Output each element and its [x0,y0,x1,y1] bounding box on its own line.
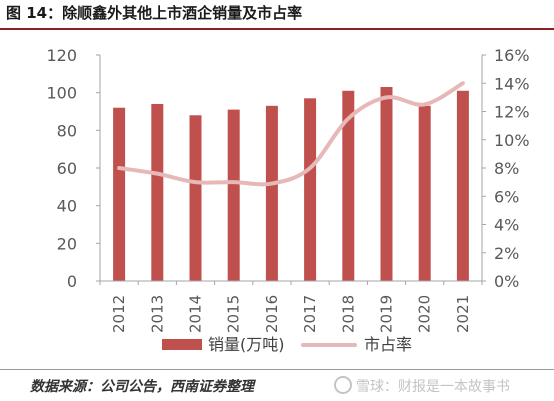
x-tick-label: 2015 [225,295,243,333]
x-tick-label: 2019 [378,295,396,333]
watermark: 雪球：财报是一本故事书 [334,376,510,396]
y-right-tick-label: 14% [494,74,530,93]
x-tick-label: 2017 [301,295,319,333]
y-left-tick-label: 60 [57,159,77,178]
bar-sales-2016 [265,105,278,281]
y-right-tick-label: 4% [494,216,519,235]
y-right-tick-label: 2% [494,244,519,263]
bar-sales-2019 [380,87,393,282]
bar-sales-2017 [304,98,317,281]
x-tick-label: 2014 [187,295,205,333]
y-right-tick-label: 8% [494,159,519,178]
figure-title: 图 14：除顺鑫外其他上市酒企销量及市占率 [6,4,303,22]
x-tick-label: 2016 [263,295,281,333]
y-right-tick-label: 0% [494,272,519,291]
bar-sales-2018 [342,90,355,282]
legend-swatch-sales [162,339,202,350]
source-divider [0,369,554,370]
y-right-tick-label: 16% [494,46,530,65]
y-left-tick-label: 40 [57,197,77,216]
data-source-note: 数据来源：公司公告，西南证券整理 [30,379,254,395]
bars-layer [113,87,469,282]
bar-sales-2021 [456,90,469,282]
title-divider [0,28,554,30]
y-left-tick-label: 100 [46,84,77,103]
y-left-tick-label: 0 [67,272,77,291]
y-right-tick-label: 12% [494,103,530,122]
legend-label-sales: 销量(万吨) [208,335,285,354]
y-left-tick-label: 80 [57,121,77,140]
bar-sales-2015 [227,109,240,281]
bar-sales-2020 [418,105,431,281]
axes-layer: 0 20 40 60 80 100 120 0% 2% 4% 6% 8% 10% 12% 14% 16% 201… [46,46,529,333]
y-right-tick-label: 6% [494,187,519,206]
y-left-tick-label: 20 [57,234,77,253]
x-tick-label: 2021 [454,295,472,333]
bar-sales-2013 [151,103,164,281]
market-share-line [117,81,465,187]
bar-sales-2012 [113,107,126,281]
x-tick-label: 2018 [339,295,357,333]
snowball-logo-icon [334,376,352,394]
chart-legend: 销量(万吨) 市占率 [162,335,412,354]
legend-label-share: 市占率 [364,335,412,354]
x-tick-label: 2013 [148,295,166,333]
x-tick-label: 2020 [416,295,434,333]
watermark-text: 雪球：财报是一本故事书 [356,379,510,395]
line-layer [117,81,465,187]
bar-sales-2014 [189,115,202,282]
y-right-tick-label: 10% [494,131,530,150]
y-left-tick-label: 120 [46,46,77,65]
x-tick-label: 2012 [110,295,128,333]
